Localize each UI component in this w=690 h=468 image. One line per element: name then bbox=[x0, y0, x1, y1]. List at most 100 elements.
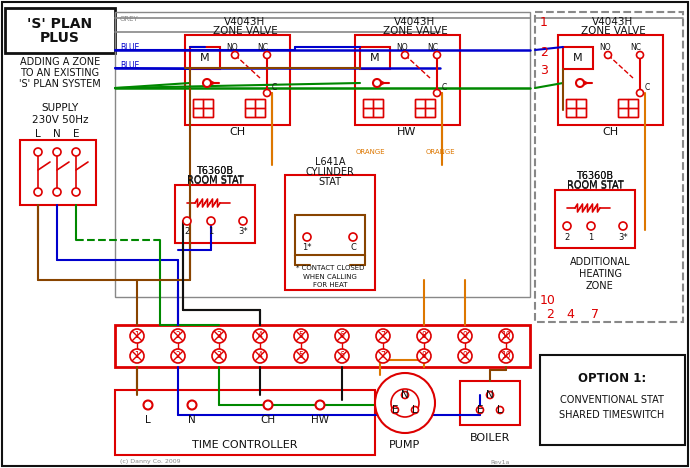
Circle shape bbox=[391, 407, 399, 414]
Text: CH: CH bbox=[229, 127, 245, 137]
Bar bbox=[115, 12, 530, 297]
Text: L: L bbox=[497, 405, 503, 415]
Bar bbox=[115, 390, 375, 455]
Bar bbox=[245, 99, 265, 117]
Bar bbox=[628, 99, 638, 108]
Text: 6: 6 bbox=[339, 331, 344, 341]
Text: OPTION 1:: OPTION 1: bbox=[578, 372, 646, 385]
Circle shape bbox=[604, 51, 611, 58]
Text: ZONE VALVE: ZONE VALVE bbox=[580, 26, 645, 36]
Circle shape bbox=[130, 329, 144, 343]
Text: ROOM STAT: ROOM STAT bbox=[186, 175, 244, 185]
Text: 2: 2 bbox=[176, 331, 180, 341]
Circle shape bbox=[499, 349, 513, 363]
Text: 3*: 3* bbox=[618, 233, 628, 241]
Text: 4: 4 bbox=[566, 308, 574, 322]
Text: V4043H: V4043H bbox=[224, 17, 266, 27]
Text: BOILER: BOILER bbox=[470, 433, 510, 443]
Text: ORANGE: ORANGE bbox=[425, 149, 455, 155]
Text: 3: 3 bbox=[217, 351, 221, 360]
Circle shape bbox=[171, 349, 185, 363]
Circle shape bbox=[417, 329, 431, 343]
Text: T6360B: T6360B bbox=[576, 171, 613, 181]
Bar bbox=[558, 35, 663, 125]
Text: 7: 7 bbox=[381, 331, 386, 341]
Text: CH: CH bbox=[260, 415, 275, 425]
Text: 1: 1 bbox=[540, 15, 548, 29]
Text: E: E bbox=[72, 129, 79, 139]
Circle shape bbox=[587, 222, 595, 230]
Text: ROOM STAT: ROOM STAT bbox=[186, 176, 244, 186]
Circle shape bbox=[212, 329, 226, 343]
Circle shape bbox=[34, 188, 42, 196]
Text: 6: 6 bbox=[339, 351, 344, 360]
Bar bbox=[576, 108, 586, 117]
Circle shape bbox=[563, 222, 571, 230]
Text: L641A: L641A bbox=[315, 157, 345, 167]
Circle shape bbox=[53, 148, 61, 156]
Text: 2: 2 bbox=[184, 227, 190, 236]
Circle shape bbox=[264, 89, 270, 96]
Bar bbox=[203, 108, 213, 117]
Bar bbox=[255, 99, 265, 108]
Bar bbox=[425, 99, 435, 108]
Text: NO: NO bbox=[599, 44, 611, 52]
Circle shape bbox=[486, 392, 493, 398]
Text: 1: 1 bbox=[589, 233, 593, 241]
Text: T6360B: T6360B bbox=[197, 166, 233, 176]
Text: ROOM STAT: ROOM STAT bbox=[566, 180, 623, 190]
Bar bbox=[355, 35, 460, 125]
Circle shape bbox=[411, 407, 419, 414]
Text: NC: NC bbox=[428, 44, 439, 52]
Text: FOR HEAT: FOR HEAT bbox=[313, 282, 347, 288]
Bar bbox=[415, 108, 425, 117]
Text: 10: 10 bbox=[501, 351, 511, 360]
Circle shape bbox=[402, 51, 408, 58]
Circle shape bbox=[303, 233, 311, 241]
Text: L: L bbox=[35, 129, 41, 139]
Text: 10: 10 bbox=[540, 293, 556, 307]
Circle shape bbox=[477, 407, 484, 414]
Bar bbox=[535, 12, 683, 322]
Text: 9: 9 bbox=[462, 351, 467, 360]
Circle shape bbox=[499, 329, 513, 343]
Circle shape bbox=[376, 329, 390, 343]
Text: 3: 3 bbox=[540, 64, 548, 76]
Text: SUPPLY: SUPPLY bbox=[41, 103, 79, 113]
Circle shape bbox=[253, 349, 267, 363]
Text: HW: HW bbox=[311, 415, 329, 425]
Text: 4: 4 bbox=[257, 351, 262, 360]
Circle shape bbox=[433, 51, 440, 58]
Bar bbox=[363, 99, 373, 108]
Text: SHARED TIMESWITCH: SHARED TIMESWITCH bbox=[560, 410, 664, 420]
Circle shape bbox=[576, 79, 584, 87]
Text: 2: 2 bbox=[564, 233, 570, 241]
Bar bbox=[193, 99, 213, 117]
Text: ZONE VALVE: ZONE VALVE bbox=[383, 26, 447, 36]
Circle shape bbox=[232, 51, 239, 58]
Bar bbox=[566, 99, 586, 117]
Bar bbox=[373, 99, 383, 108]
Text: N: N bbox=[401, 390, 409, 400]
Text: HW: HW bbox=[397, 127, 417, 137]
Text: 3: 3 bbox=[217, 331, 221, 341]
Bar bbox=[618, 108, 628, 117]
Text: NO: NO bbox=[396, 44, 408, 52]
Circle shape bbox=[207, 217, 215, 225]
Bar bbox=[190, 47, 220, 69]
Circle shape bbox=[144, 401, 152, 410]
Circle shape bbox=[264, 401, 273, 410]
Bar bbox=[363, 108, 373, 117]
Bar bbox=[20, 140, 96, 205]
Circle shape bbox=[203, 79, 211, 87]
Text: E: E bbox=[392, 405, 398, 415]
Text: C: C bbox=[271, 83, 277, 93]
Text: C: C bbox=[442, 83, 446, 93]
Text: CONVENTIONAL STAT: CONVENTIONAL STAT bbox=[560, 395, 664, 405]
Text: 1*: 1* bbox=[302, 243, 312, 253]
Text: ZONE: ZONE bbox=[586, 281, 614, 291]
Text: NC: NC bbox=[631, 44, 642, 52]
Bar bbox=[203, 99, 213, 108]
Text: 8: 8 bbox=[422, 351, 426, 360]
Circle shape bbox=[458, 329, 472, 343]
